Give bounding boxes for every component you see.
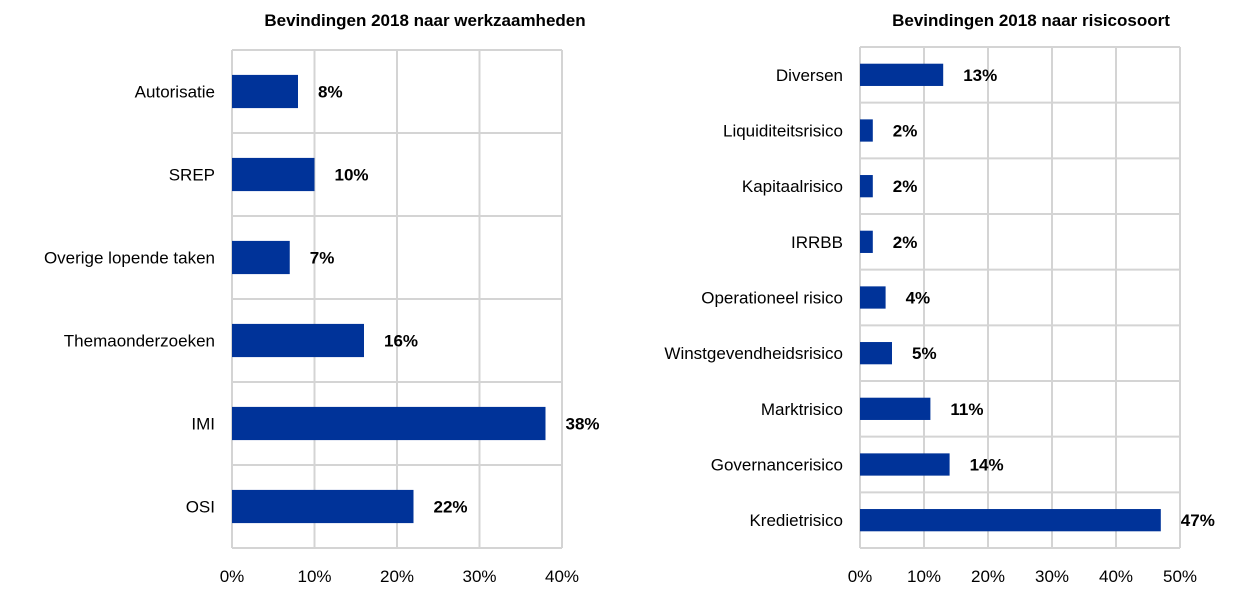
x-tick-label: 30% <box>462 567 496 586</box>
bar <box>232 240 290 275</box>
category-label: Kredietrisico <box>749 511 843 530</box>
bar <box>232 157 315 192</box>
category-label: Autorisatie <box>135 83 215 102</box>
x-tick-label: 0% <box>220 567 245 586</box>
category-label: Diversen <box>776 66 843 85</box>
data-label: 8% <box>318 83 343 102</box>
bar <box>860 397 931 420</box>
category-label: Kapitaalrisico <box>742 177 843 196</box>
chart-risicosoort: Bevindingen 2018 naar risicosoort 0% 10% 2… <box>664 11 1214 586</box>
bar <box>860 509 1161 532</box>
bar <box>860 453 950 476</box>
data-label: 5% <box>912 344 937 363</box>
x-tick-label: 10% <box>297 567 331 586</box>
category-label: Governancerisico <box>711 456 843 475</box>
bar <box>232 74 298 109</box>
data-label: 11% <box>950 400 983 419</box>
x-tick-label: 0% <box>848 567 873 586</box>
category-label: Operationeel risico <box>701 289 843 308</box>
bar <box>860 175 873 198</box>
data-label: 13% <box>963 66 997 85</box>
data-label: 38% <box>566 415 600 434</box>
bar <box>232 323 364 358</box>
data-label: 2% <box>893 233 918 252</box>
bar <box>860 230 873 253</box>
bar <box>860 286 886 309</box>
bar <box>232 406 546 441</box>
x-tick-label: 20% <box>380 567 414 586</box>
data-label: 47% <box>1181 511 1215 530</box>
data-label: 2% <box>893 177 918 196</box>
chart-werkzaamheden: Bevindingen 2018 naar werkzaamheden 0% 10… <box>44 11 600 586</box>
chart-title: Bevindingen 2018 naar risicosoort <box>892 11 1170 30</box>
bar <box>232 489 414 524</box>
category-label: IMI <box>191 415 215 434</box>
data-label: 4% <box>906 289 931 308</box>
category-label: Liquiditeitsrisico <box>723 122 843 141</box>
category-label: Themaonderzoeken <box>64 332 215 351</box>
x-tick-label: 30% <box>1035 567 1069 586</box>
category-label: SREP <box>169 166 215 185</box>
data-label: 2% <box>893 122 918 141</box>
x-tick-label: 40% <box>545 567 579 586</box>
data-label: 22% <box>434 498 468 517</box>
data-label: 14% <box>970 456 1004 475</box>
chart-title: Bevindingen 2018 naar werkzaamheden <box>264 11 585 30</box>
category-label: Overige lopende taken <box>44 249 215 268</box>
data-label: 10% <box>335 166 369 185</box>
bar <box>860 119 873 142</box>
data-label: 7% <box>310 249 335 268</box>
category-label: Winstgevendheidsrisico <box>664 344 843 363</box>
bar <box>860 342 892 365</box>
category-label: OSI <box>186 498 215 517</box>
category-label: Marktrisico <box>761 400 843 419</box>
x-tick-label: 20% <box>971 567 1005 586</box>
x-tick-label: 10% <box>907 567 941 586</box>
data-label: 16% <box>384 332 418 351</box>
x-tick-label: 50% <box>1163 567 1197 586</box>
bar <box>860 63 944 86</box>
x-tick-label: 40% <box>1099 567 1133 586</box>
category-label: IRRBB <box>791 233 843 252</box>
